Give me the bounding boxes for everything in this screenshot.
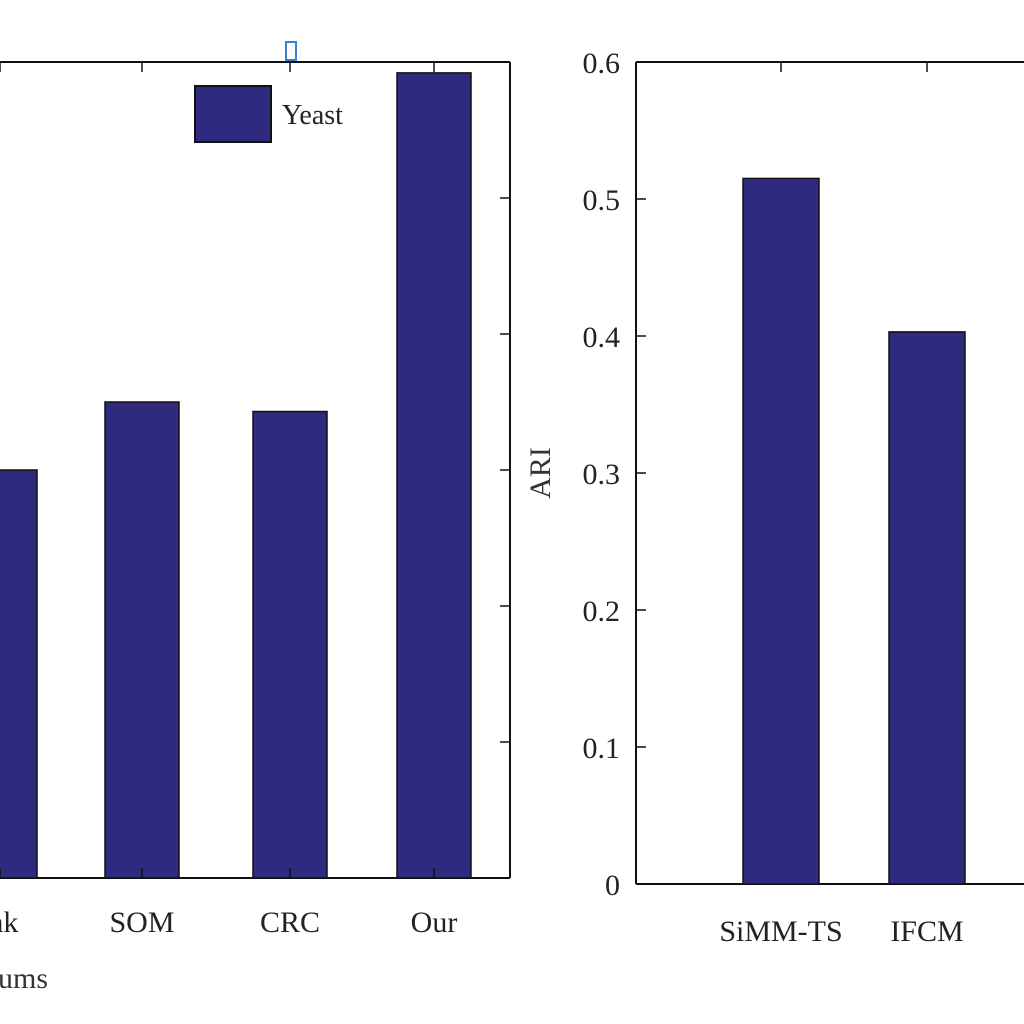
xtick-label-simm-ts: SiMM-TS bbox=[719, 915, 842, 948]
right-bar-chart: 0 0.1 0.2 0.3 0.4 0.5 0.6 ARI SiMM-TS IFCM bbox=[524, 47, 1024, 948]
ytick-label-5: 0.5 bbox=[583, 184, 621, 217]
bar-ifcm bbox=[888, 331, 966, 885]
ytick-label-6: 0.6 bbox=[583, 47, 621, 80]
legend-swatch-yeast bbox=[194, 85, 272, 143]
selection-handle[interactable] bbox=[285, 41, 297, 61]
bar-our bbox=[396, 72, 472, 879]
legend: Yeast bbox=[194, 85, 343, 143]
y-axis-title: ARI bbox=[524, 447, 557, 499]
xtick-label-our: Our bbox=[411, 906, 458, 939]
left-bar-chart: Link SOM CRC Our ums Yeast bbox=[0, 61, 511, 995]
xtick-label-link: Link bbox=[0, 906, 18, 939]
bar-simm-ts bbox=[742, 177, 820, 885]
xtick-label-som: SOM bbox=[109, 906, 174, 939]
xtick-label-ifcm: IFCM bbox=[890, 915, 963, 948]
legend-label-yeast: Yeast bbox=[282, 100, 343, 131]
ytick-label-0: 0 bbox=[605, 869, 620, 902]
xtick-label-crc: CRC bbox=[260, 906, 320, 939]
ytick-label-1: 0.1 bbox=[583, 732, 621, 765]
ytick-label-4: 0.4 bbox=[583, 321, 621, 354]
ytick-label-2: 0.2 bbox=[583, 595, 621, 628]
x-axis-title-fragment: ums bbox=[0, 962, 48, 995]
bar-som bbox=[104, 401, 180, 879]
bar-crc bbox=[252, 410, 328, 879]
bar-link bbox=[0, 469, 38, 879]
ytick-label-3: 0.3 bbox=[583, 458, 621, 491]
